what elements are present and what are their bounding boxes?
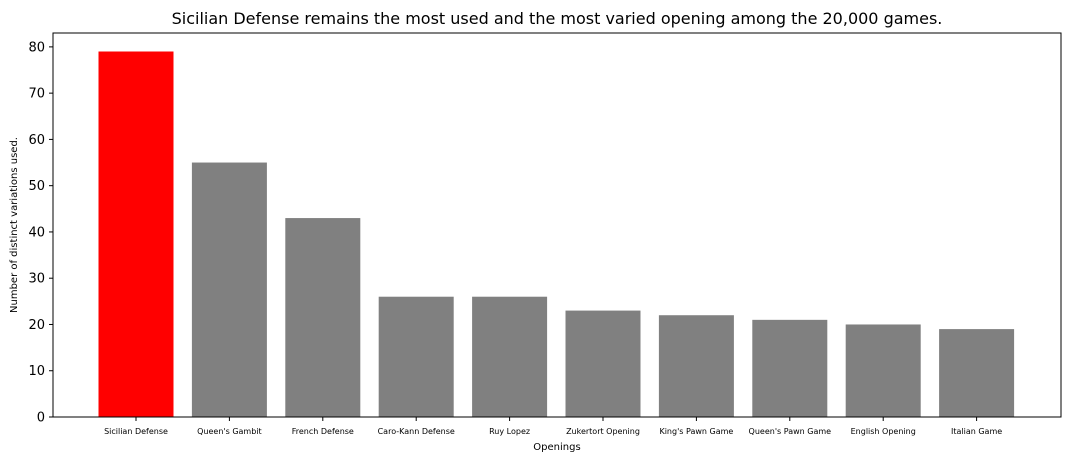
x-tick-label: Caro-Kann Defense	[378, 427, 455, 436]
x-tick-label: Zukertort Opening	[566, 427, 640, 436]
x-axis-label: Openings	[533, 442, 580, 453]
bar-ruy-lopez	[472, 296, 548, 417]
plot-frame	[52, 32, 1062, 418]
bar-king-s-pawn-game	[658, 315, 734, 417]
y-tick-label: 80	[28, 40, 45, 55]
y-tick-label: 0	[37, 411, 45, 426]
x-tick-label: Sicilian Defense	[104, 427, 168, 436]
y-tick-label: 70	[28, 87, 45, 102]
x-tick-label: Queen's Gambit	[197, 427, 262, 436]
bar-sicilian-defense	[98, 51, 174, 418]
x-tick-label: Queen's Pawn Game	[749, 427, 832, 436]
y-tick-label: 40	[28, 225, 45, 240]
bar-queen-s-gambit	[191, 162, 267, 417]
bar-english-opening	[845, 324, 921, 417]
y-axis: 0 10 20 30 40 50 60 70 80	[28, 40, 53, 426]
bar-caro-kann-defense	[378, 296, 454, 417]
bar-french-defense	[285, 218, 361, 417]
bar-italian-game	[939, 329, 1015, 417]
y-tick-label: 20	[28, 318, 45, 333]
x-tick-label: Italian Game	[951, 427, 1002, 436]
x-tick-label: French Defense	[292, 427, 354, 436]
x-axis: Sicilian Defense Queen's Gambit French Def…	[104, 417, 1002, 436]
x-tick-label: English Opening	[851, 427, 916, 436]
y-axis-label: Number of distinct variations used.	[9, 137, 20, 313]
y-tick-label: 50	[28, 179, 45, 194]
chart-title: Sicilian Defense remains the most used a…	[172, 9, 943, 28]
bars	[98, 51, 1015, 418]
y-tick-label: 30	[28, 272, 45, 287]
bar-queen-s-pawn-game	[752, 319, 828, 417]
x-tick-label: Ruy Lopez	[489, 427, 530, 436]
x-tick-label: King's Pawn Game	[659, 427, 733, 436]
y-tick-label: 60	[28, 133, 45, 148]
bar-zukertort-opening	[565, 310, 641, 417]
y-tick-label: 10	[28, 364, 45, 379]
